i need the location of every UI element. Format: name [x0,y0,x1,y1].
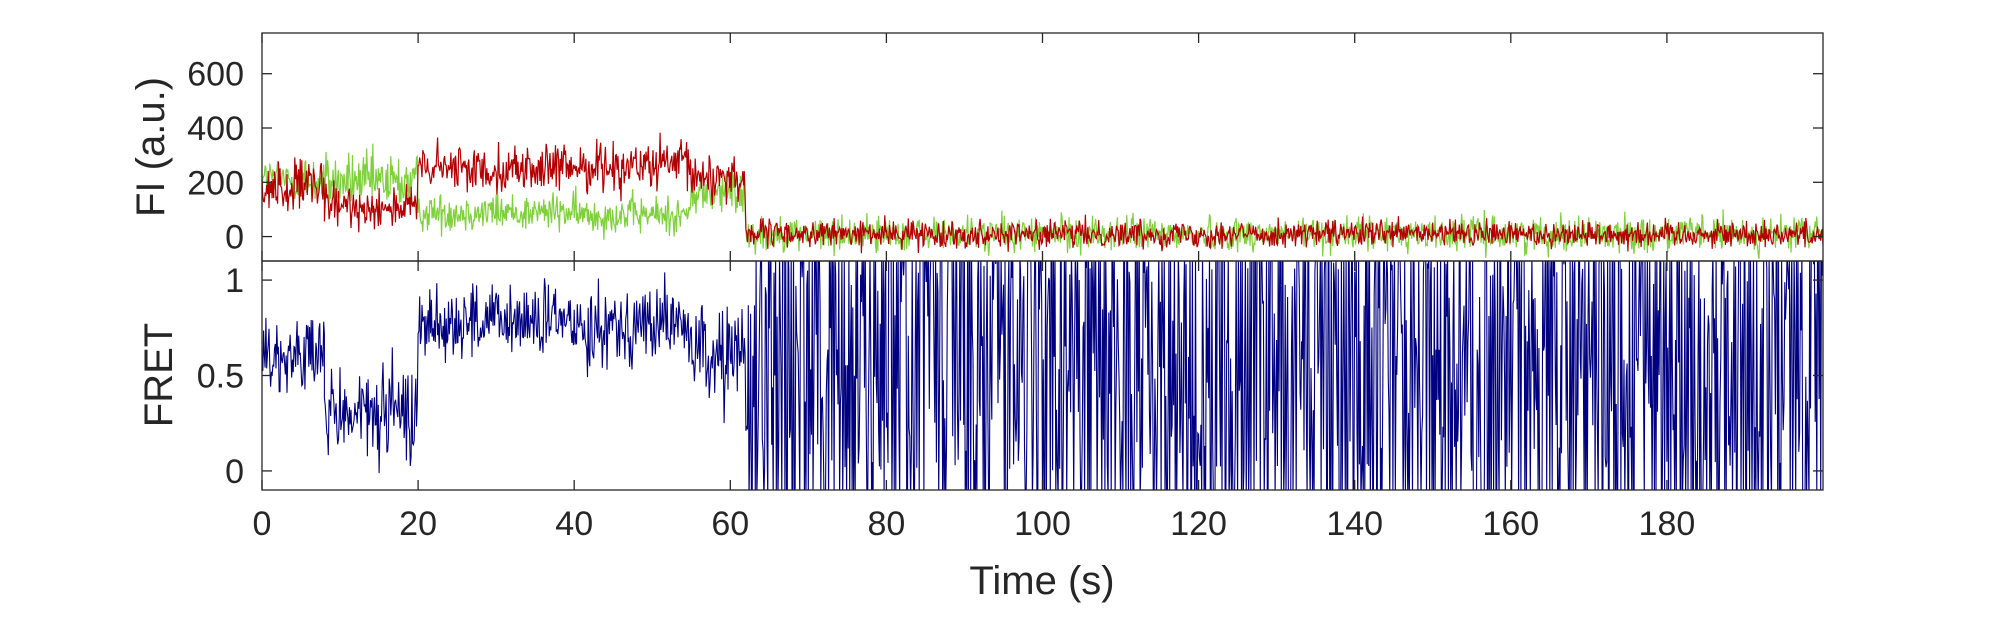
time-xtick-label: 160 [1482,505,1539,543]
time-xtick-label: 40 [555,505,593,543]
fret-ytick-label: 1 [225,262,244,300]
time-xtick-label: 100 [1014,505,1071,543]
fret-efficiency-panel: 00.51 0 20 40 60 80 100 120 140 160 180 FRET Time… [137,33,1824,603]
fret-ytick-label: 0 [225,453,244,491]
time-x-axis-label: Time (s) [969,559,1114,603]
fret-y-axis-label: FRET [137,323,181,427]
fluorescence-y-axis-label: FI (a.u.) [129,77,173,217]
fi-ytick-label: 600 [187,56,244,94]
fi-series-1-line [262,132,1823,254]
time-xtick-label: 180 [1639,505,1696,543]
time-x-ticks: 0 20 40 60 80 100 120 140 160 180 [253,33,1696,543]
fret-y-ticks: 00.51 [197,262,1823,491]
time-xtick-label: 140 [1326,505,1383,543]
fret-traces [262,261,1823,490]
fi-ytick-label: 200 [187,164,244,202]
fluorescence-y-ticks: 0 200 400 600 [187,56,1823,257]
fret-ytick-label: 0.5 [197,358,244,396]
time-xtick-label: 80 [867,505,905,543]
time-xtick-label: 0 [253,505,272,543]
time-xtick-label: 120 [1170,505,1227,543]
fi-series-0-line [262,143,1823,259]
fi-ytick-label: 0 [225,219,244,257]
fret-series-0-line [262,261,1823,490]
time-xtick-label: 60 [711,505,749,543]
time-xtick-label: 20 [399,505,437,543]
fluorescence-intensity-panel: 0 200 400 600 FI (a.u.) [129,32,1824,262]
fi-ytick-label: 400 [187,110,244,148]
fluorescence-traces [262,132,1823,259]
